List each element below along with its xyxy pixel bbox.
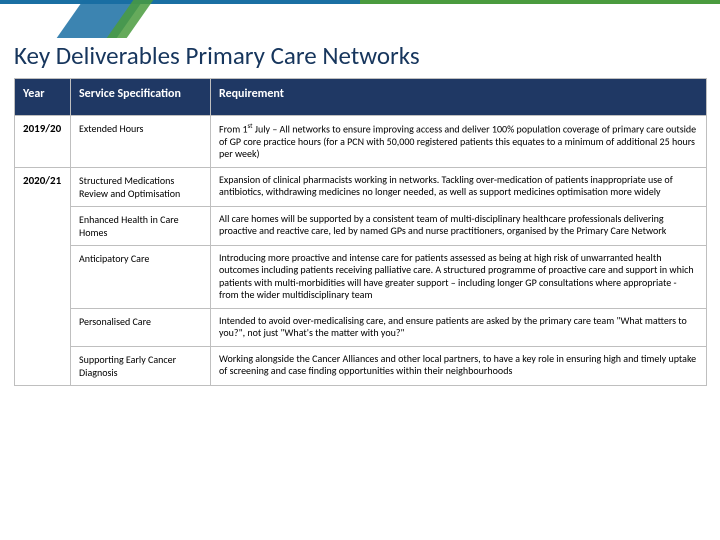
table-row: Anticipatory Care Introducing more proac… <box>15 245 707 308</box>
spec-cell: Enhanced Health in Care Homes <box>71 206 211 245</box>
table-row: Supporting Early Cancer Diagnosis Workin… <box>15 346 707 385</box>
year-cell: 2019/20 <box>15 116 71 168</box>
page-title: Key Deliverables Primary Care Networks <box>14 40 420 71</box>
table-header-row: Year Service Specification Requirement <box>15 79 707 116</box>
table-row: 2020/21 Structured Medications Review an… <box>15 167 707 206</box>
req-cell: Introducing more proactive and intense c… <box>211 245 707 308</box>
spec-cell: Personalised Care <box>71 308 211 346</box>
top-accent <box>0 0 720 38</box>
col-spec-header: Service Specification <box>71 79 211 116</box>
col-year-header: Year <box>15 79 71 116</box>
req-cell: Intended to avoid over-medicalising care… <box>211 308 707 346</box>
req-cell: Expansion of clinical pharmacists workin… <box>211 167 707 206</box>
req-cell: All care homes will be supported by a co… <box>211 206 707 245</box>
table-row: 2019/20 Extended Hours From 1st July – A… <box>15 116 707 168</box>
table-row: Enhanced Health in Care Homes All care h… <box>15 206 707 245</box>
spec-cell: Extended Hours <box>71 116 211 168</box>
spec-cell: Supporting Early Cancer Diagnosis <box>71 346 211 385</box>
req-cell: Working alongside the Cancer Alliances a… <box>211 346 707 385</box>
col-req-header: Requirement <box>211 79 707 116</box>
year-cell: 2020/21 <box>15 167 71 385</box>
spec-cell: Anticipatory Care <box>71 245 211 308</box>
spec-cell: Structured Medications Review and Optimi… <box>71 167 211 206</box>
table-row: Personalised Care Intended to avoid over… <box>15 308 707 346</box>
req-cell: From 1st July – All networks to ensure i… <box>211 116 707 168</box>
deliverables-table: Year Service Specification Requirement 2… <box>14 78 707 386</box>
